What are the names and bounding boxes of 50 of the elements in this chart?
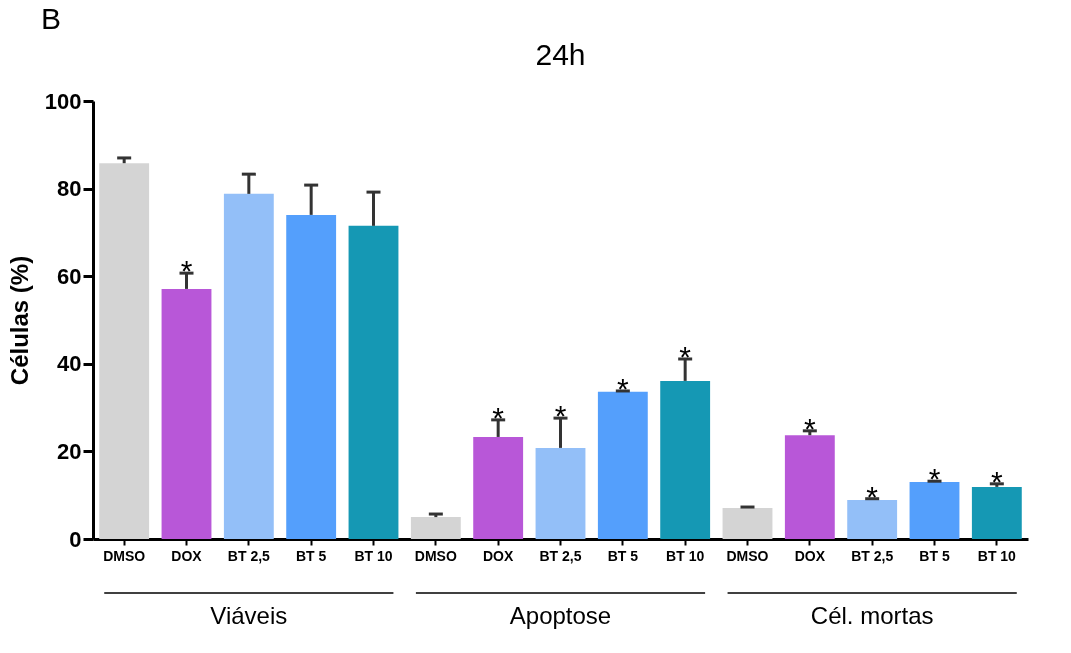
x-tick-label: BT 2,5: [227, 547, 271, 564]
chart-title: 24h: [535, 38, 586, 71]
bar: [971, 486, 1022, 539]
data-label: *: [679, 339, 692, 373]
x-tick-label: DMSO: [103, 547, 146, 564]
x-tick-label: BT 10: [977, 547, 1017, 564]
data-label: *: [616, 371, 629, 405]
bar: [535, 447, 586, 539]
bar: [660, 380, 711, 539]
x-tick-label: DMSO: [726, 547, 769, 564]
bar: [223, 193, 274, 539]
text: Cél. mortas: [810, 602, 934, 629]
bar: [597, 391, 648, 539]
x-tick-label: BT 10: [354, 547, 393, 564]
x-tick-label: BT 5: [295, 547, 327, 564]
data-label: *: [180, 254, 193, 288]
x-tick-label: BT 2,5: [539, 547, 582, 564]
bar: [473, 436, 524, 539]
data-label: *: [803, 411, 816, 445]
x-tick-label: DMSO: [414, 547, 457, 564]
text: B: [41, 2, 62, 35]
y-tick-label: 0: [69, 526, 82, 552]
x-tick-label: DOX: [482, 547, 514, 564]
x-tick-label: BT 10: [666, 547, 705, 564]
y-tick-label: 40: [57, 351, 82, 377]
bar: [410, 517, 461, 539]
bar: [161, 288, 212, 539]
data-label: *: [990, 464, 1003, 498]
x-tick-label: BT 5: [919, 547, 950, 564]
text: Viáveis: [210, 602, 288, 629]
bar: [286, 214, 337, 539]
x-tick-label: DOX: [171, 547, 203, 564]
x-tick-label: DOX: [794, 547, 826, 564]
x-tick-label: BT 5: [607, 547, 639, 564]
text: Apoptose: [509, 602, 612, 629]
bar: [847, 500, 898, 539]
y-tick-label: 100: [44, 88, 82, 114]
bar: [784, 435, 835, 539]
bar: [348, 225, 399, 539]
y-tick-label: 60: [57, 263, 82, 289]
data-label: *: [928, 462, 941, 496]
bar: [722, 507, 773, 539]
data-label: *: [492, 400, 505, 434]
bar: [909, 482, 960, 539]
x-tick-label: BT 2,5: [851, 547, 894, 564]
y-tick-label: 20: [57, 438, 82, 464]
data-label: *: [554, 399, 567, 433]
bar: [99, 163, 150, 539]
y-axis-title: Células (%): [5, 255, 33, 386]
y-tick-label: 80: [57, 176, 82, 202]
